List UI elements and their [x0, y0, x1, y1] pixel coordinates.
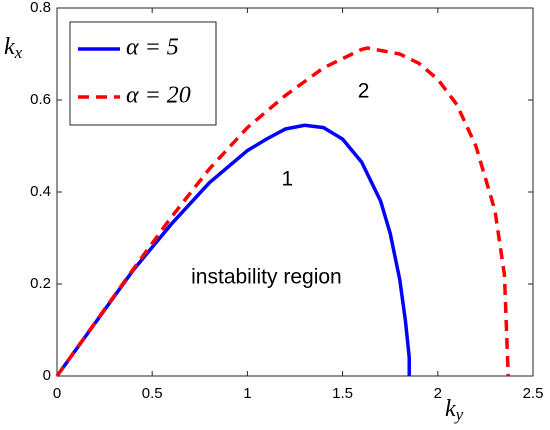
x-tick-label: 1 — [243, 385, 251, 402]
y-tick-label: 0.8 — [30, 0, 51, 16]
legend-box — [69, 21, 217, 126]
legend-label: α = 5 — [126, 35, 179, 61]
y-tick-label: 0 — [43, 367, 51, 384]
y-tick-label: 0.6 — [30, 91, 51, 108]
y-axis-label: kx — [4, 34, 23, 62]
y-tick-label: 0.4 — [30, 183, 51, 200]
x-tick-label: 0 — [53, 385, 61, 402]
x-axis-label: ky — [445, 396, 464, 424]
annotation: 1 — [282, 168, 294, 191]
x-tick-label: 1.5 — [332, 385, 353, 402]
annotation: instability region — [191, 266, 342, 289]
data-line — [55, 46, 510, 378]
annotation: 2 — [358, 80, 370, 103]
x-tick-label: 2 — [434, 385, 442, 402]
x-tick-label: 2.5 — [523, 385, 544, 402]
data-line — [55, 123, 411, 378]
legend-label: α = 20 — [126, 83, 191, 109]
x-tick-label: 0.5 — [142, 385, 163, 402]
y-tick-label: 0.2 — [30, 275, 51, 292]
